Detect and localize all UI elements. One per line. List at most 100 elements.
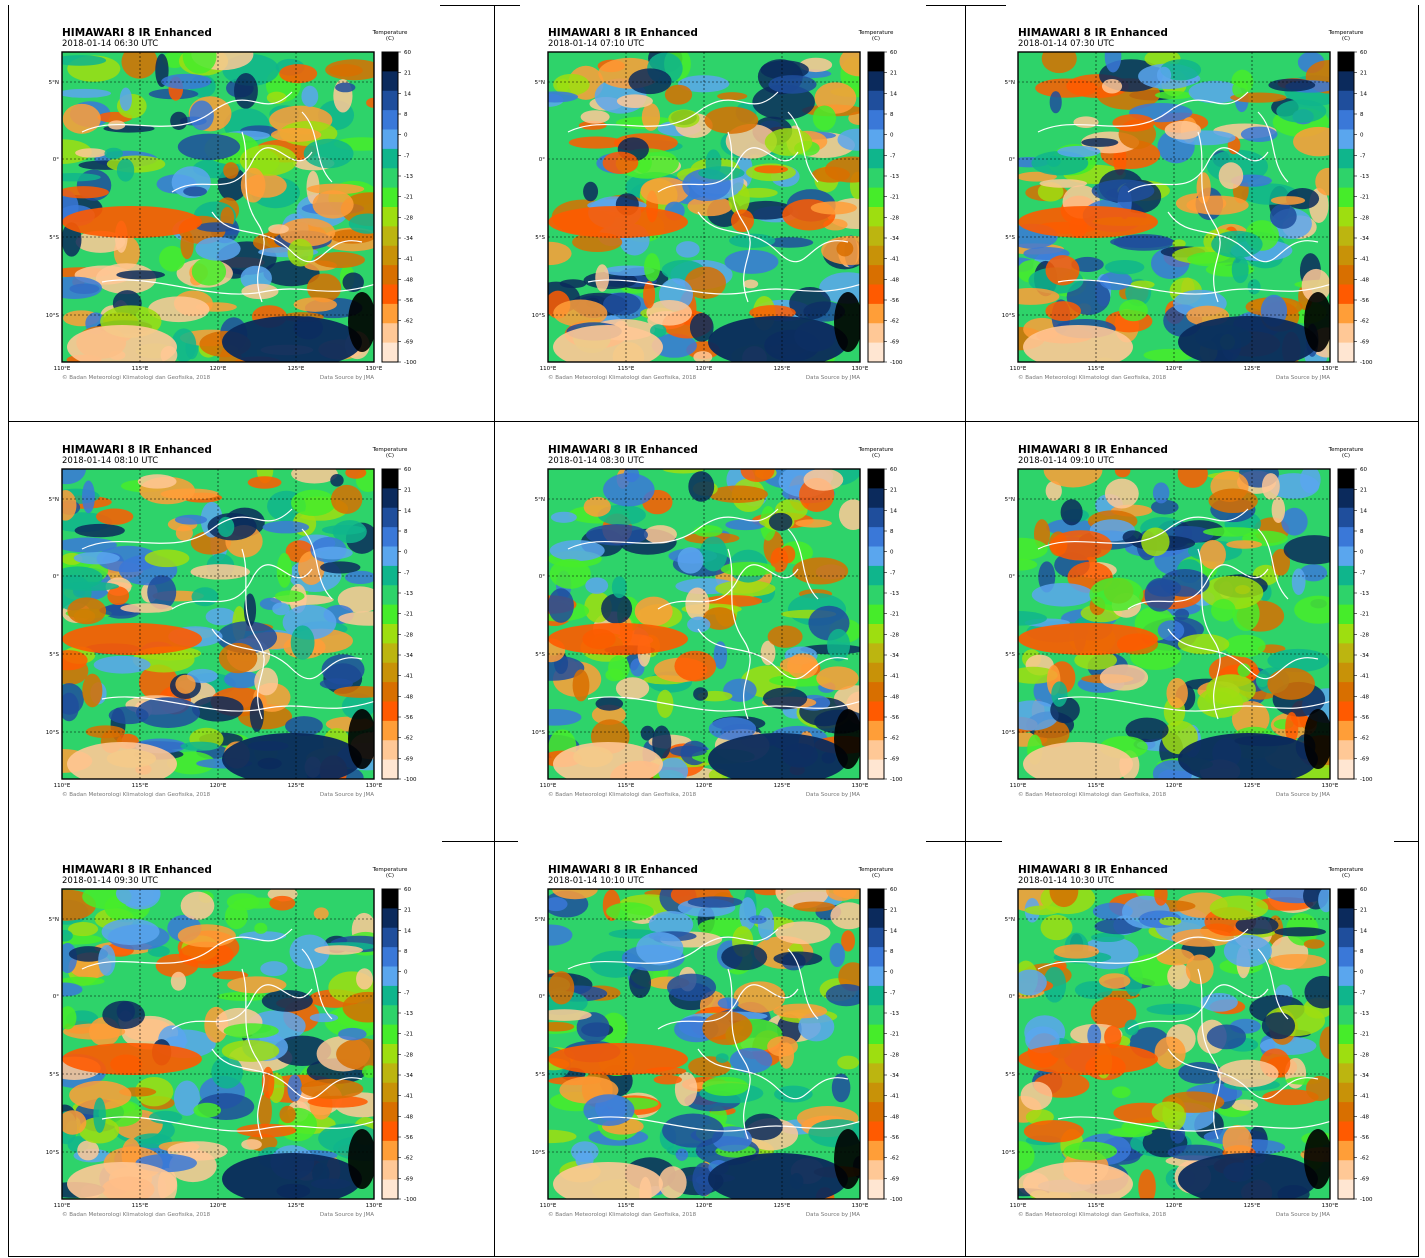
grid-divider (440, 5, 520, 6)
colorbar-segment (1338, 624, 1354, 644)
colorbar-tick: -48 (890, 277, 899, 283)
colorbar-tick: 0 (890, 970, 894, 976)
colorbar-tick: -41 (890, 1094, 899, 1100)
colorbar-tick: -69 (890, 339, 899, 345)
colorbar-segment (382, 1063, 398, 1084)
colorbar-tick: -69 (404, 756, 413, 762)
grid-divider (965, 5, 966, 1257)
panel-timestamp: 2018-01-14 09:10 UTC (1018, 456, 1114, 466)
lon-label: 125°E (288, 366, 305, 372)
colorbar-unit: (C) (1342, 873, 1350, 879)
credit-text: © Badan Meteorologi Klimatologi dan Geof… (548, 1211, 697, 1218)
colorbar-tick: -13 (404, 591, 413, 597)
colorbar-title: Temperature (372, 867, 408, 873)
colorbar-tick: 0 (890, 133, 894, 139)
panel-title: HIMAWARI 8 IR Enhanced (548, 27, 698, 39)
colorbar-title: Temperature (1328, 447, 1364, 453)
colorbar-segment (382, 323, 398, 344)
colorbar-tick: 8 (404, 949, 408, 955)
colorbar-segment (868, 303, 884, 324)
colorbar-unit: (C) (386, 453, 394, 459)
colorbar-tick: -100 (404, 1197, 417, 1203)
colorbar-tick: 8 (890, 529, 894, 535)
colorbar-segment (382, 889, 398, 909)
panel-title: HIMAWARI 8 IR Enhanced (1018, 444, 1168, 456)
colorbar-segment (382, 1179, 398, 1200)
lat-label: 5°S (1005, 652, 1015, 658)
satellite-panel: HIMAWARI 8 IR Enhanced 2018-01-14 09:10 U… (1000, 437, 1425, 837)
colorbar-tick: -28 (890, 215, 899, 221)
colorbar-segment (382, 759, 398, 780)
colorbar-tick: -21 (1360, 1032, 1369, 1038)
colorbar-tick: -21 (1360, 612, 1369, 618)
colorbar-segment (868, 585, 884, 606)
panel-title: HIMAWARI 8 IR Enhanced (548, 864, 698, 876)
colorbar-tick: -48 (1360, 1114, 1369, 1120)
colorbar-segment (868, 284, 884, 305)
colorbar-tick: -13 (890, 1011, 899, 1017)
colorbar-segment (1338, 265, 1354, 285)
colorbar-segment (1338, 1044, 1354, 1064)
colorbar-tick: 21 (404, 908, 411, 914)
grid-divider (494, 5, 495, 1257)
colorbar-segment (1338, 1063, 1354, 1084)
colorbar-tick: -21 (404, 1032, 413, 1038)
colorbar-segment (868, 226, 884, 247)
colorbar-tick: -41 (890, 257, 899, 263)
credit-text: © Badan Meteorologi Klimatologi dan Geof… (62, 791, 211, 798)
colorbar-segment (382, 52, 398, 72)
colorbar-segment (868, 469, 884, 489)
colorbar-tick: -56 (890, 1135, 899, 1141)
colorbar-tick: -100 (404, 360, 417, 366)
map-frame (1017, 51, 1331, 363)
map-frame (1017, 468, 1331, 780)
colorbar-tick: 21 (1360, 908, 1367, 914)
colorbar-segment (868, 1082, 884, 1103)
lat-label: 5°S (1005, 1072, 1015, 1078)
colorbar-tick: -48 (890, 694, 899, 700)
colorbar-tick: 21 (890, 908, 897, 914)
colorbar-segment (1338, 643, 1354, 664)
source-text: Data Source by JMA (806, 375, 860, 381)
lon-label: 110°E (540, 1203, 557, 1209)
colorbar-segment (868, 1121, 884, 1142)
colorbar-tick: -34 (890, 1073, 899, 1079)
map-frame (1017, 888, 1331, 1200)
panel-title: HIMAWARI 8 IR Enhanced (62, 27, 212, 39)
colorbar-tick: -48 (404, 694, 413, 700)
colorbar-segment (868, 110, 884, 130)
source-text: Data Source by JMA (1276, 375, 1330, 381)
colorbar-tick: -28 (1360, 1052, 1369, 1058)
lon-label: 130°E (852, 366, 869, 372)
colorbar-tick: 0 (404, 970, 408, 976)
colorbar-tick: -56 (404, 715, 413, 721)
colorbar-tick: 60 (890, 467, 897, 473)
colorbar-tick: -62 (890, 319, 899, 325)
colorbar-segment (1338, 604, 1354, 625)
colorbar-segment (382, 1140, 398, 1161)
colorbar-segment (382, 168, 398, 189)
colorbar-segment (1338, 1121, 1354, 1142)
colorbar-tick: -21 (890, 612, 899, 618)
colorbar-tick: 60 (1360, 887, 1367, 893)
colorbar-tick: -21 (1360, 195, 1369, 201)
lat-label: 10°S (1002, 730, 1016, 736)
colorbar-tick: -62 (404, 319, 413, 325)
colorbar-tick: -34 (1360, 236, 1369, 242)
satellite-panel: HIMAWARI 8 IR Enhanced 2018-01-14 07:30 U… (1000, 20, 1425, 420)
lat-label: 0° (539, 574, 545, 580)
panel-timestamp: 2018-01-14 07:10 UTC (548, 39, 644, 49)
panel-grid (8, 5, 1419, 1257)
colorbar-tick: -7 (404, 153, 410, 159)
panel-timestamp: 2018-01-14 09:30 UTC (62, 876, 158, 886)
colorbar-segment (1338, 927, 1354, 948)
credit-text: © Badan Meteorologi Klimatologi dan Geof… (62, 1211, 211, 1218)
lon-label: 115°E (618, 1203, 635, 1209)
ir-imagery (62, 52, 374, 362)
colorbar-tick: 14 (890, 928, 897, 934)
colorbar-unit: (C) (872, 36, 880, 42)
lon-label: 125°E (288, 783, 305, 789)
colorbar-tick: 21 (404, 71, 411, 77)
map-frame (547, 51, 861, 363)
